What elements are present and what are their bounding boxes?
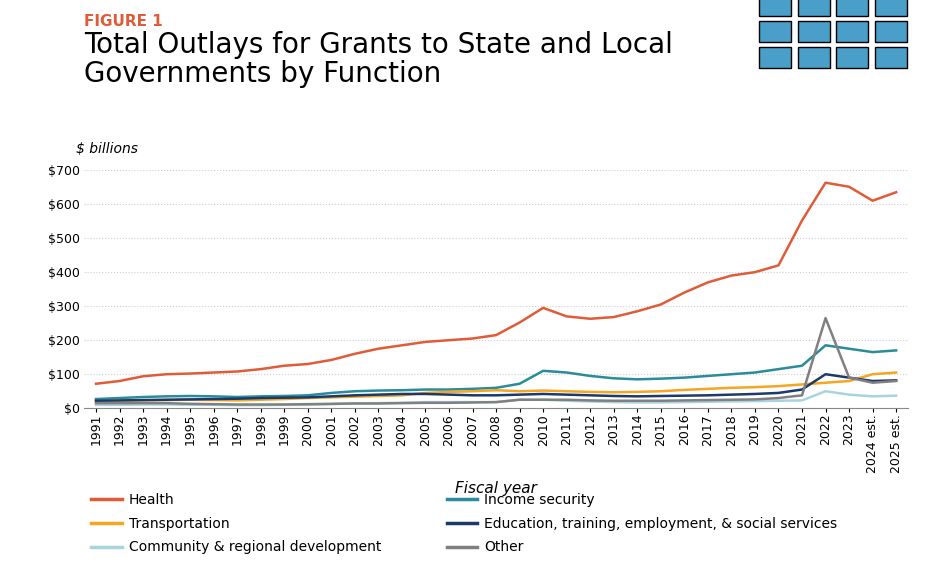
Text: $ billions: $ billions (76, 142, 138, 156)
Text: Governments by Function: Governments by Function (84, 60, 442, 87)
FancyBboxPatch shape (837, 46, 869, 68)
FancyBboxPatch shape (759, 0, 791, 16)
Text: TPC: TPC (809, 84, 857, 104)
FancyBboxPatch shape (837, 0, 869, 16)
FancyBboxPatch shape (875, 21, 907, 43)
FancyBboxPatch shape (797, 21, 829, 43)
Legend: Income security, Education, training, employment, & social services, Other: Income security, Education, training, em… (446, 493, 838, 555)
Legend: Health, Transportation, Community & regional development: Health, Transportation, Community & regi… (91, 493, 381, 555)
FancyBboxPatch shape (797, 0, 829, 16)
FancyBboxPatch shape (759, 21, 791, 43)
FancyBboxPatch shape (759, 46, 791, 68)
Text: FIGURE 1: FIGURE 1 (84, 14, 163, 29)
FancyBboxPatch shape (797, 46, 829, 68)
FancyBboxPatch shape (875, 46, 907, 68)
FancyBboxPatch shape (875, 0, 907, 16)
FancyBboxPatch shape (837, 21, 869, 43)
Text: Total Outlays for Grants to State and Local: Total Outlays for Grants to State and Lo… (84, 31, 673, 59)
X-axis label: Fiscal year: Fiscal year (455, 481, 537, 496)
